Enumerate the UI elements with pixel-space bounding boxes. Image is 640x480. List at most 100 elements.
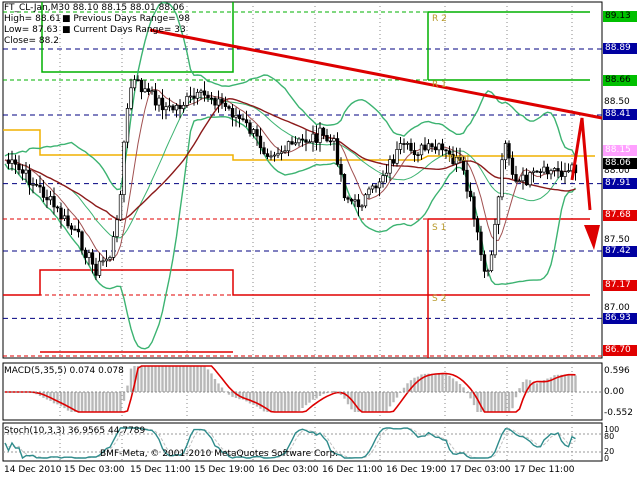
candle-body	[486, 270, 490, 272]
candle-body	[489, 254, 494, 271]
price-tag: 87.17	[603, 279, 637, 291]
macd-bar	[465, 392, 469, 394]
candle-body	[213, 97, 217, 106]
stoch-tick: 80	[604, 432, 615, 441]
candle-body	[118, 194, 123, 221]
candle-body	[209, 97, 214, 100]
candle-body	[377, 181, 382, 189]
macd-bar	[192, 366, 196, 392]
candle-body	[34, 183, 39, 186]
trendline[interactable]	[149, 28, 603, 250]
macd-bar	[469, 392, 472, 399]
candle-body	[160, 97, 165, 111]
candle-body	[108, 257, 112, 260]
candle-body	[104, 258, 109, 262]
candle-body	[10, 159, 14, 164]
candle-body	[62, 215, 67, 220]
candle-body	[13, 159, 18, 165]
candle-body	[80, 231, 84, 251]
macd-bar	[210, 373, 213, 392]
candle-body	[227, 106, 231, 109]
macd-bar	[283, 392, 287, 412]
candlesticks	[6, 75, 578, 280]
candle-body	[136, 79, 140, 82]
candle-body	[433, 146, 438, 151]
symbol-name: FT_CL-Jan,M30	[4, 3, 70, 13]
macd-bar	[563, 374, 567, 392]
macd-bar	[525, 379, 528, 392]
macd-bar	[255, 392, 259, 407]
candle-body	[272, 154, 277, 157]
macd-bar	[199, 366, 203, 392]
macd-bar	[196, 366, 199, 392]
price-tag: 87.68	[603, 209, 637, 221]
candle-body	[55, 206, 60, 209]
stoch-tick: 0	[604, 454, 610, 463]
candle-body	[402, 143, 406, 145]
macd-bar	[476, 392, 479, 412]
previous-days-range: ■ Previous Days Range= 98	[62, 14, 190, 24]
candle-body	[423, 144, 427, 151]
bullet-icon: ■	[62, 25, 74, 35]
macd-bar	[311, 392, 315, 400]
macd-bar	[546, 378, 549, 392]
macd-bar	[269, 392, 273, 412]
macd-bar	[353, 392, 357, 412]
macd-signal-line	[5, 365, 576, 413]
candle-body	[500, 159, 504, 198]
candle-body	[493, 223, 497, 256]
macd-bar	[504, 392, 507, 412]
macd-bar	[84, 392, 87, 412]
candle-body	[69, 225, 74, 230]
macd-bar	[171, 366, 175, 392]
macd-bar	[357, 392, 360, 412]
macd-bar	[416, 376, 420, 392]
candle-body	[290, 141, 294, 145]
candle-body	[248, 122, 252, 134]
macd-bar	[304, 392, 308, 406]
candle-body	[314, 133, 319, 143]
candle-body	[300, 138, 305, 141]
time-tick: 15 Dec 11:00	[130, 465, 191, 475]
stoch-title: Stoch(10,3,3) 36.9565 44.7789	[4, 426, 146, 436]
candle-body	[556, 168, 560, 172]
candle-body	[419, 144, 424, 156]
macd-bar	[385, 392, 388, 412]
macd-bar	[444, 373, 448, 392]
candle-body	[395, 149, 399, 164]
macd-bar	[290, 392, 294, 412]
candle-body	[468, 190, 473, 198]
candle-body	[24, 169, 28, 174]
candle-body	[363, 194, 368, 207]
candle-body	[507, 143, 511, 159]
stoch-tick: 100	[604, 425, 620, 434]
macd-bar	[241, 392, 245, 400]
candle-body	[342, 174, 347, 199]
macd-bar	[175, 366, 178, 392]
candle-body	[416, 154, 420, 156]
macd-bar	[227, 392, 231, 395]
price-tick: 87.50	[604, 234, 630, 245]
candle-body	[374, 185, 378, 189]
ma-slow-line	[4, 97, 576, 221]
band-upper	[4, 1, 577, 191]
macd-bar	[189, 366, 192, 392]
macd-bar	[231, 392, 234, 397]
candle-body	[563, 171, 567, 177]
candle-body	[325, 135, 329, 142]
macd-bar	[486, 392, 490, 412]
macd-bar	[518, 388, 521, 392]
macd-bar	[420, 374, 423, 392]
macd-bar	[66, 392, 70, 411]
candle-body	[545, 166, 550, 175]
candle-body	[31, 183, 35, 186]
candle-body	[237, 114, 242, 120]
candle-body	[6, 159, 11, 164]
copyright-text: BMF-Meta, © 2001-2010 MetaQuotes Softwar…	[100, 449, 339, 459]
candle-body	[538, 171, 543, 173]
macd-bar	[105, 392, 108, 412]
candle-body	[517, 180, 522, 183]
candle-body	[276, 153, 280, 156]
